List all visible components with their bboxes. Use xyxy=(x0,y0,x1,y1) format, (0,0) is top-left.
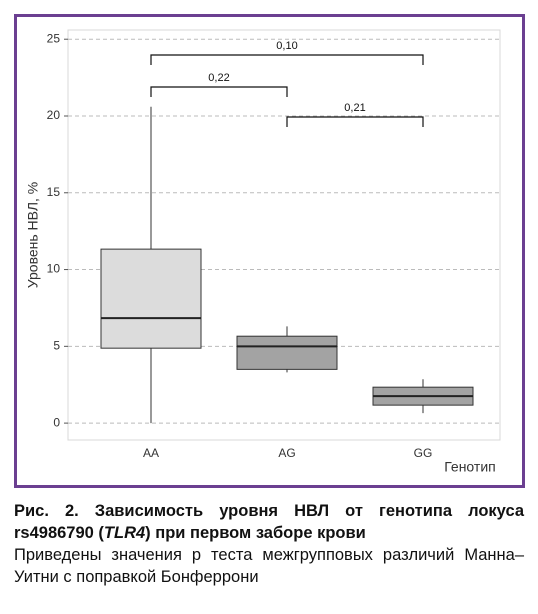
significance-bracket xyxy=(150,86,288,97)
y-tick-label: 20 xyxy=(47,108,61,122)
caption-gene: TLR4 xyxy=(103,524,146,542)
caption-title: Рис. 2. Зависимость уровня НВЛ от геноти… xyxy=(14,502,524,542)
caption-note: Приведены значения p теста межгрупповых … xyxy=(14,546,524,586)
frame xyxy=(14,14,525,488)
caption-title-start: Рис. 2. Зависимость уровня НВЛ от геноти… xyxy=(14,502,524,542)
y-tick-label: 5 xyxy=(53,339,60,353)
box xyxy=(100,248,202,349)
x-tick-label: AA xyxy=(143,446,159,460)
chart: Уровень НВЛ, % Генотип 0 5 10 15 20 25 AA AG GG 0… xyxy=(14,14,525,488)
y-tick-label: 10 xyxy=(47,262,61,276)
plot-area xyxy=(67,29,501,441)
caption: Рис. 2. Зависимость уровня НВЛ от геноти… xyxy=(14,500,524,588)
y-tick-label: 15 xyxy=(47,185,61,199)
x-tick-label: AG xyxy=(278,446,295,460)
x-tick-label: GG xyxy=(414,446,433,460)
p-value-label: 0,10 xyxy=(276,40,297,52)
caption-title-end: ) при первом заборе крови xyxy=(145,524,366,542)
p-value-label: 0,22 xyxy=(208,72,229,84)
y-tick-label: 25 xyxy=(47,31,61,45)
box xyxy=(236,335,338,370)
x-axis-label: Генотип xyxy=(444,459,495,475)
p-value-label: 0,21 xyxy=(344,102,365,114)
y-axis-label: Уровень НВЛ, % xyxy=(25,182,41,289)
significance-bracket xyxy=(150,54,424,65)
significance-bracket xyxy=(286,116,424,127)
y-tick-label: 0 xyxy=(53,415,60,429)
